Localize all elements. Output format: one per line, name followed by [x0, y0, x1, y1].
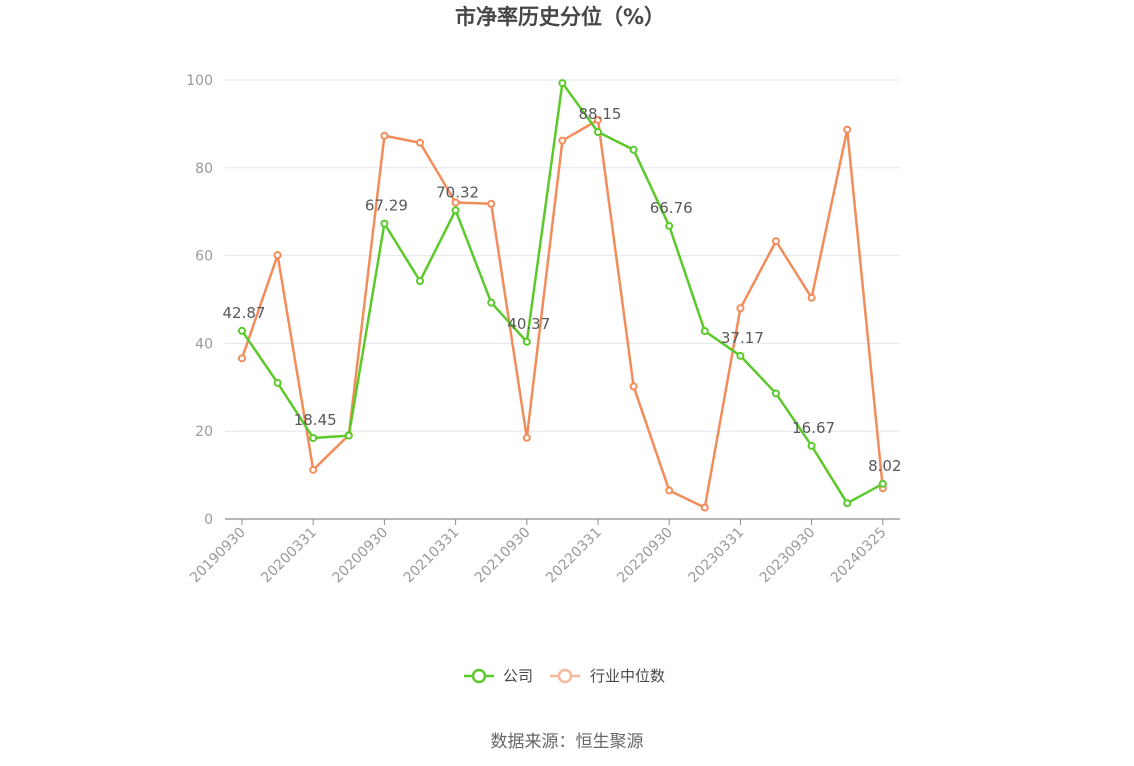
data-point[interactable]: [380, 219, 389, 228]
legend-label: 行业中位数: [590, 667, 665, 685]
y-tick-label: 20: [195, 424, 213, 440]
data-label: 37.17: [721, 329, 764, 347]
data-point[interactable]: [416, 138, 424, 147]
legend[interactable]: 公司 行业中位数: [464, 667, 665, 685]
y-tick-label: 60: [195, 249, 213, 265]
data-point[interactable]: [273, 378, 282, 387]
x-tick-label: 20210331: [401, 525, 463, 587]
data-point[interactable]: [416, 277, 424, 286]
data-label: 18.45: [294, 411, 337, 429]
data-label: 67.29: [365, 197, 408, 215]
data-point[interactable]: [807, 293, 816, 302]
data-point[interactable]: [736, 304, 745, 313]
data-label: 88.15: [579, 105, 622, 123]
x-tick-label: 20220331: [543, 525, 605, 587]
data-point[interactable]: [736, 351, 745, 360]
data-point[interactable]: [487, 199, 496, 208]
data-point[interactable]: [487, 298, 496, 307]
data-point[interactable]: [309, 434, 318, 443]
data-label: 16.67: [792, 419, 835, 437]
legend-item-industry-median[interactable]: 行业中位数: [550, 667, 665, 685]
data-point[interactable]: [594, 128, 602, 137]
data-label: 66.76: [650, 199, 693, 217]
x-tick-label: 20230930: [757, 525, 819, 587]
data-point[interactable]: [772, 389, 780, 398]
series-layer: [238, 79, 887, 512]
data-point[interactable]: [843, 499, 852, 508]
y-tick-label: 0: [204, 512, 213, 528]
data-point[interactable]: [238, 354, 246, 363]
data-point[interactable]: [344, 431, 353, 440]
series-line: [240, 118, 885, 509]
data-point[interactable]: [594, 115, 602, 124]
data-point[interactable]: [629, 382, 638, 391]
data-point[interactable]: [522, 433, 531, 442]
data-label: 42.87: [223, 304, 266, 322]
data-point[interactable]: [451, 206, 460, 215]
data-point[interactable]: [843, 125, 852, 134]
y-tick-label: 80: [195, 161, 213, 177]
data-point[interactable]: [878, 479, 887, 488]
x-tick-label: 20200331: [258, 525, 320, 587]
series-company: [238, 79, 887, 508]
data-point[interactable]: [273, 251, 282, 260]
data-label: 70.32: [436, 183, 479, 201]
chart-title: 市净率历史分位（%）: [455, 5, 665, 29]
legend-marker-icon: [557, 668, 573, 684]
data-point[interactable]: [629, 145, 638, 154]
data-labels: 42.87 18.45 67.29 70.32 40.37 88.15 66.76 37.17…: [223, 105, 902, 475]
data-source: 数据来源：恒生聚源: [491, 732, 644, 752]
data-point[interactable]: [772, 237, 780, 246]
data-point[interactable]: [522, 337, 531, 346]
data-point[interactable]: [451, 198, 460, 207]
grid-lines: [225, 79, 900, 432]
data-point[interactable]: [558, 136, 567, 145]
x-tick-label: 20190930: [187, 525, 249, 587]
data-point[interactable]: [700, 503, 709, 512]
data-label: 40.37: [507, 315, 550, 333]
y-tick-label: 100: [186, 73, 213, 89]
legend-item-company[interactable]: 公司: [464, 667, 533, 685]
y-tick-label: 40: [195, 336, 213, 352]
data-point[interactable]: [238, 326, 246, 335]
data-point[interactable]: [380, 131, 389, 140]
data-point[interactable]: [309, 465, 318, 474]
data-point[interactable]: [700, 327, 709, 336]
x-tick-label: 20220930: [614, 525, 676, 587]
series-industry-median: [238, 115, 887, 512]
x-tick-label: 20230331: [686, 525, 748, 587]
x-tick-label: 20210930: [472, 525, 534, 587]
legend-label: 公司: [503, 667, 533, 685]
data-point[interactable]: [807, 441, 816, 450]
x-tick-label: 20200930: [330, 525, 392, 587]
x-tick-label: 20240325: [828, 525, 890, 587]
data-point[interactable]: [665, 486, 674, 495]
legend-marker-icon: [471, 668, 487, 684]
data-point[interactable]: [558, 79, 567, 88]
data-point[interactable]: [665, 221, 674, 230]
data-label: 8.02: [868, 457, 901, 475]
